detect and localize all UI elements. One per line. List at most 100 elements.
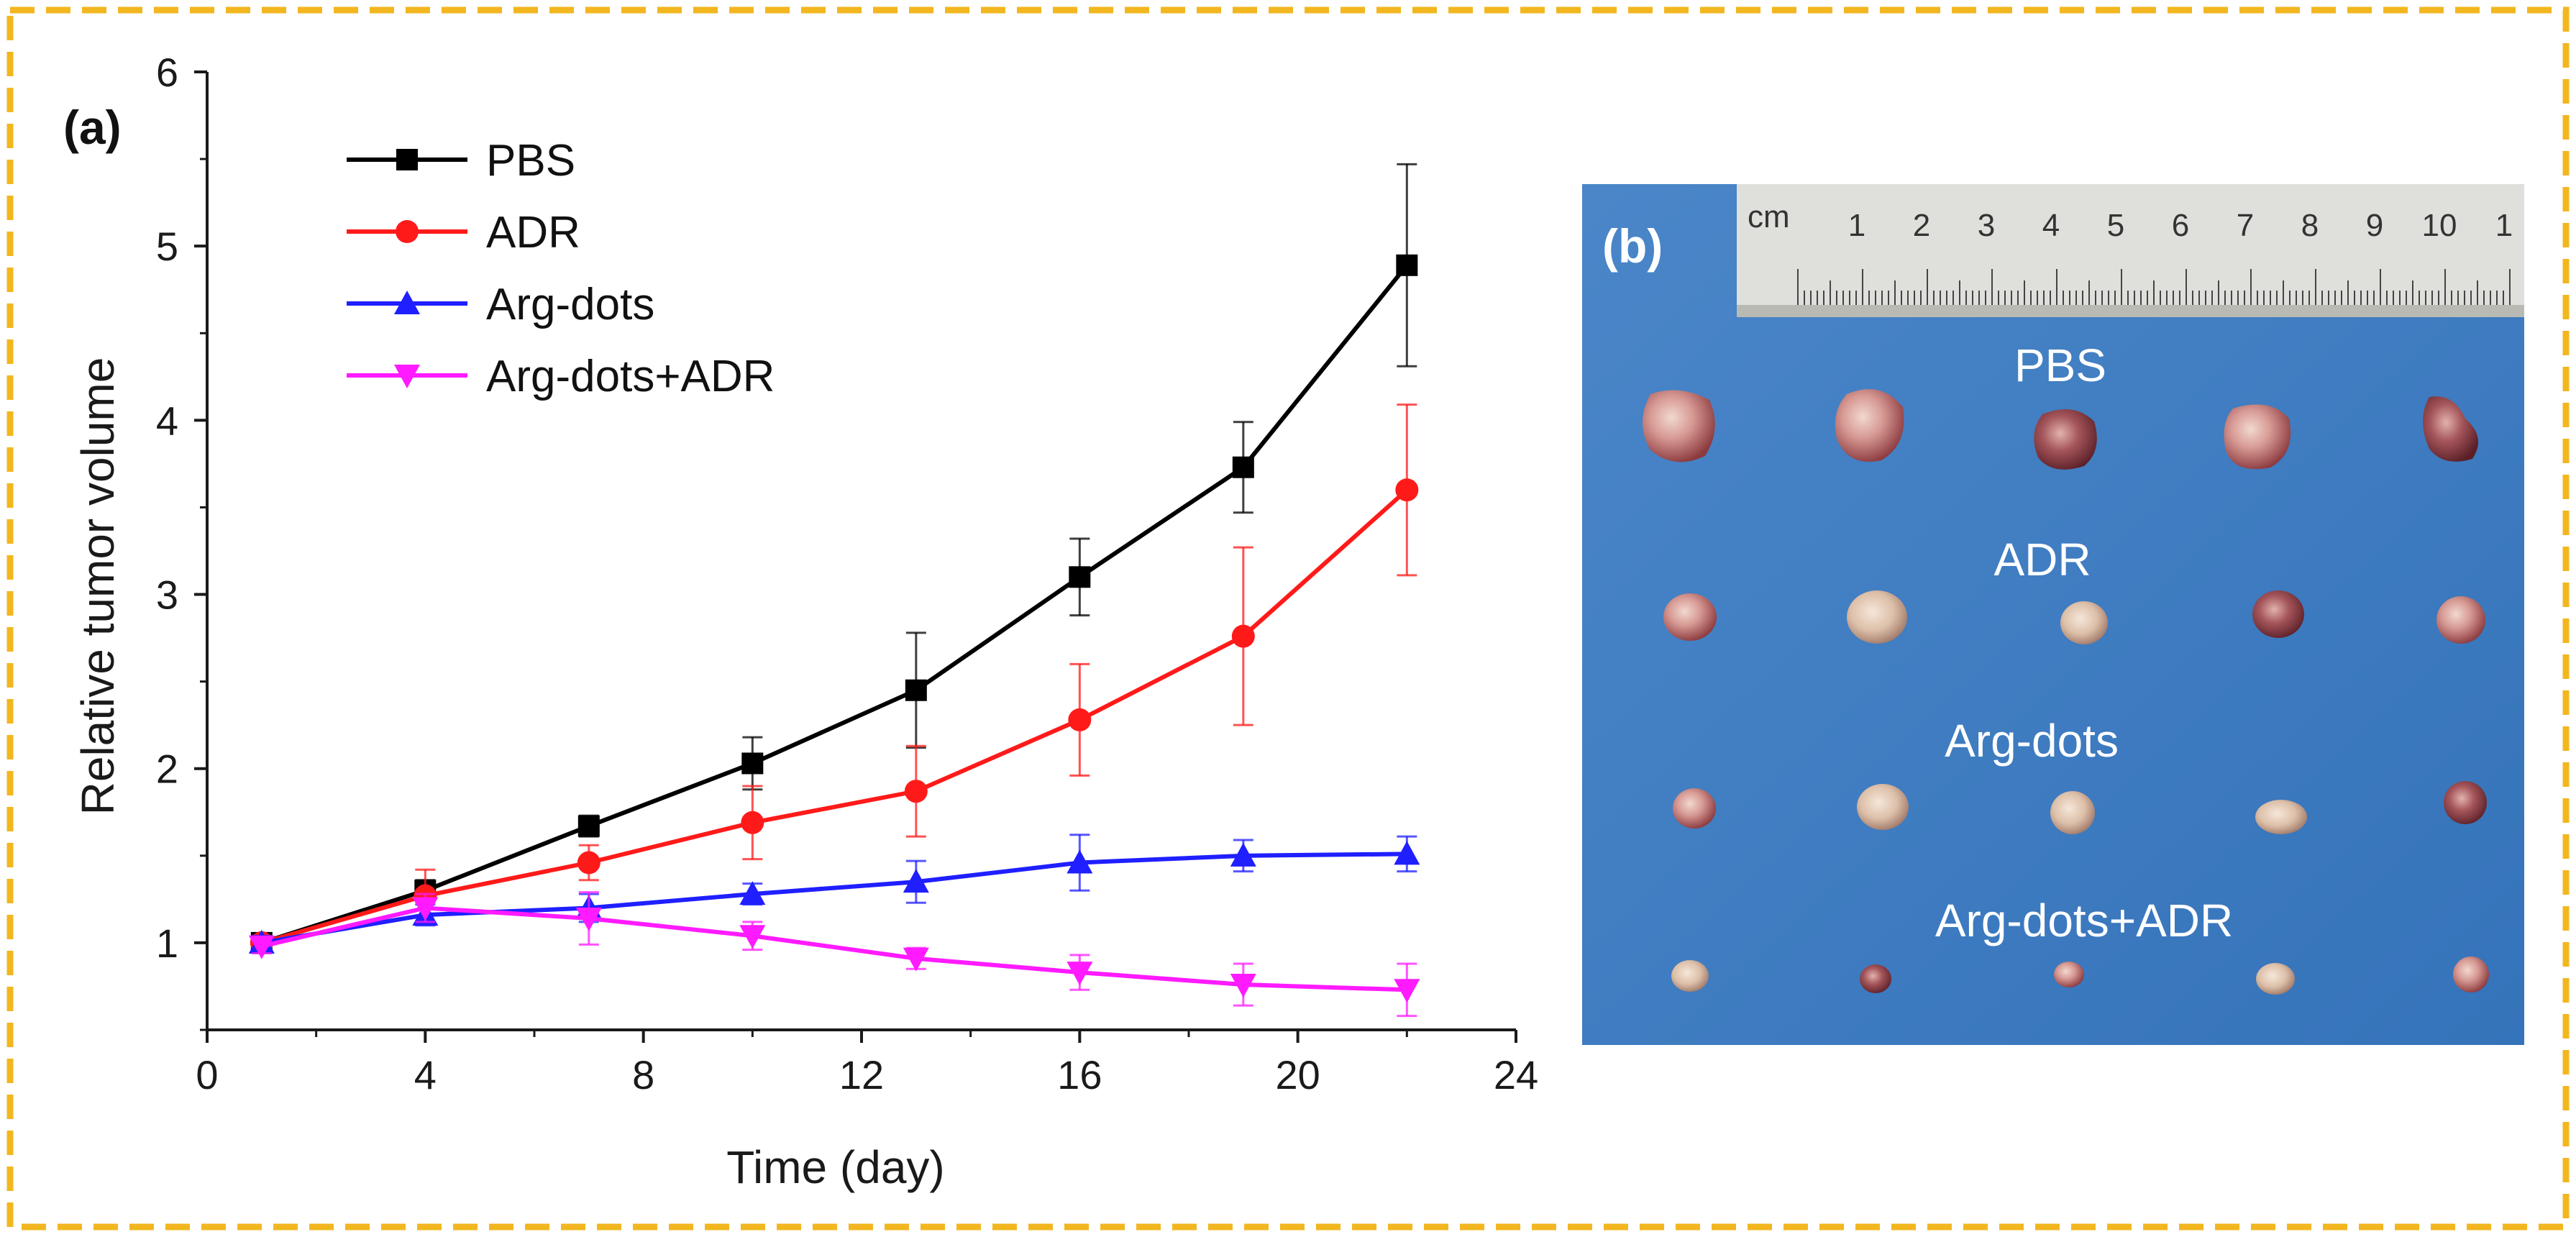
legend-marker [394,291,420,314]
data-point [412,897,439,921]
chart-legend: PBS ADR Arg-dots Arg-dots+ADR [347,136,775,401]
x-axis-ticks: 0 4 8 12 16 20 24 [196,1030,1538,1097]
tumor-photo-panel: cm 1 2 3 4 5 6 7 8 9 10 1 (b) PBS ADR Arg-dots Arg… [1582,184,2524,1045]
data-point [741,811,764,834]
data-point [904,780,928,803]
legend-label: PBS [486,136,575,186]
data-point [903,947,929,972]
tumor [1673,788,1716,829]
data-point [905,679,927,701]
y-tick-label: 1 [156,921,178,966]
data-point [577,851,600,875]
legend-label: Arg-dots [486,280,654,329]
data-point [1067,849,1093,874]
group-label-arg-dots-adr: Arg-dots+ADR [1935,895,2233,946]
tumor [2034,408,2097,470]
legend-item-adr: ADR [347,208,580,257]
y-tick-label: 3 [156,572,178,618]
ruler-number: 7 [2237,208,2254,243]
data-point [1396,254,1418,276]
x-axis-label: Time (day) [726,1141,944,1193]
series-line [260,263,1409,945]
tumor-row-arg-dots-adr [1671,957,2489,995]
data-point [1394,979,1420,1003]
data-point [248,935,275,959]
ruler-number: 10 [2422,208,2457,243]
data-point [1067,962,1093,986]
ruler-unit: cm [1748,199,1790,234]
ruler-number: 5 [2107,208,2124,243]
data-point [1231,624,1255,648]
y-axis-label: Relative tumor volume [72,357,124,816]
group-label-adr: ADR [1993,534,2091,585]
ruler-number: 3 [1978,208,1995,243]
series-arg-dots-adr [248,891,1420,1018]
data-point [739,925,766,949]
data-point [1395,478,1419,502]
series-line [261,905,1407,992]
tumor [1643,390,1715,462]
panel-label-a: (a) [63,101,122,154]
ruler-numbers: 1 2 3 4 5 6 7 8 9 10 1 [1848,208,2513,243]
tumor [2255,800,2307,834]
tumor [2252,590,2304,638]
tumor [1847,590,1907,644]
tumor-row-adr [1663,590,2485,644]
data-point [577,815,600,837]
legend-item-pbs: PBS [347,136,575,186]
frame-border [6,6,2570,1231]
x-tick-label: 24 [1494,1052,1538,1097]
data-point [741,752,764,775]
tumor [2436,596,2485,644]
data-point [1230,974,1256,998]
data-point [1069,566,1091,588]
x-tick-label: 0 [196,1052,218,1097]
ruler-number: 2 [1913,208,1930,243]
tumor [1671,960,1709,992]
tumor [2224,404,2291,470]
tumor [2054,962,2084,987]
tumor-row-arg-dots [1673,781,2487,834]
x-tick-label: 20 [1276,1052,1320,1097]
tumor [2060,601,2108,644]
panel-label-b: (b) [1602,219,1663,273]
data-point [739,881,766,905]
legend-marker [396,220,419,243]
ruler: cm 1 2 3 4 5 6 7 8 9 10 1 [1737,184,2524,317]
tumor [2444,781,2487,824]
y-tick-label: 5 [156,224,178,269]
legend-item-arg-dots: Arg-dots [347,280,654,329]
legend-label: ADR [486,208,580,257]
data-point [1232,456,1254,478]
series-layer [248,163,1420,1018]
series-line [261,852,1407,945]
ruler-number: 6 [2172,208,2189,243]
legend-marker [394,365,420,388]
series-pbs [250,163,1418,954]
tumor [1663,593,1717,641]
ruler-number: 4 [2042,208,2060,243]
ruler-number: 8 [2301,208,2319,243]
tumor [2050,791,2095,834]
y-tick-label: 4 [156,398,178,443]
legend-marker [396,149,418,170]
data-point [1068,708,1092,731]
tumor [2256,963,2295,995]
tumor [2453,957,2489,992]
y-axis-ticks: 1 2 3 4 5 6 [156,50,207,1031]
x-tick-label: 12 [839,1052,884,1097]
data-point [1230,842,1256,867]
legend-label: Arg-dots+ADR [486,352,775,401]
photo-background [1582,184,2524,1045]
group-label-pbs: PBS [2014,339,2106,391]
tumor [1835,389,1904,462]
data-point [575,908,602,932]
y-tick-label: 6 [156,50,178,95]
x-tick-label: 8 [632,1052,654,1097]
ruler-number: 1 [2495,208,2513,243]
group-label-arg-dots: Arg-dots [1945,715,2119,767]
tumor [2423,396,2478,462]
data-point [1394,841,1420,865]
